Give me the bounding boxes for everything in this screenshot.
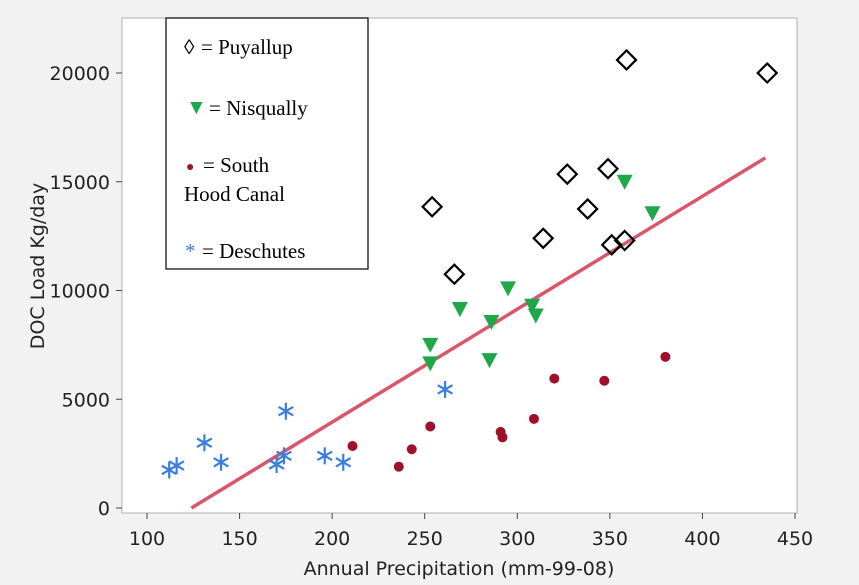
deschutes-point [168, 457, 185, 475]
nisqually-point [616, 174, 633, 190]
marker-layer [161, 48, 779, 479]
deschutes-point [213, 453, 229, 471]
legend-deschutes-symbol: * [185, 239, 196, 263]
puyallup-point [615, 48, 638, 72]
nisqually-point [481, 353, 498, 369]
legend-nisqually-symbol: ▼ [186, 95, 207, 119]
south-hood-canal-point [497, 432, 508, 443]
puyallup-point [532, 227, 555, 250]
nisqually-point [527, 308, 544, 324]
x-tick-label: 200 [314, 528, 350, 550]
puyallup-point [576, 197, 599, 220]
legend-south-hood-canal-symbol: ● [186, 160, 194, 175]
deschutes-point [335, 453, 352, 471]
deschutes-point [277, 402, 294, 420]
puyallup-point [613, 229, 636, 252]
south-hood-canal-point [549, 373, 560, 384]
puyallup-point [756, 61, 779, 85]
x-tick-label: 250 [407, 528, 443, 550]
y-tick-label: 15000 [50, 172, 110, 194]
legend-deschutes-label: = Deschutes [202, 239, 305, 263]
x-tick-label: 100 [129, 528, 165, 550]
legend-nisqually-label: = Nisqually [209, 96, 308, 120]
nisqually-point [483, 315, 500, 331]
fit-line-layer [190, 156, 767, 510]
south-hood-canal-point [528, 413, 539, 424]
puyallup-point [556, 163, 579, 186]
deschutes-point [196, 434, 213, 452]
puyallup-point [421, 195, 444, 218]
axis-layer: 100 150 200 250 300 350 400 450 0 5000 10000 15000 2… [50, 63, 814, 550]
y-tick-label: 20000 [50, 63, 110, 85]
y-tick-label: 10000 [50, 281, 110, 303]
south-hood-canal-point [425, 421, 436, 432]
puyallup-point [443, 263, 466, 286]
nisqually-point [644, 206, 661, 222]
legend-south-hood-canal-label-line2: Hood Canal [184, 182, 285, 206]
nisqually-point [451, 301, 468, 317]
south-hood-canal-point [599, 375, 610, 386]
y-tick-label: 0 [98, 498, 110, 520]
y-axis-label: DOC Load Kg/day [27, 183, 49, 349]
y-tick-label: 5000 [62, 389, 110, 411]
x-tick-label: 150 [221, 528, 257, 550]
x-tick-label: 450 [777, 528, 813, 550]
x-tick-label: 300 [499, 528, 535, 550]
legend-box [165, 17, 369, 270]
legend-puyallup-symbol: ◊ [184, 35, 195, 59]
puyallup-point [596, 157, 620, 180]
regression-line [190, 156, 767, 510]
south-hood-canal-point [393, 461, 404, 472]
legend-puyallup-label: = Puyallup [201, 35, 293, 59]
south-hood-canal-point [406, 444, 417, 455]
x-axis-label: Annual Precipitation (mm-99-08) [304, 558, 615, 580]
deschutes-point [437, 380, 453, 398]
south-hood-canal-point [660, 351, 671, 362]
puyallup-point [600, 233, 623, 256]
deschutes-point [276, 447, 292, 465]
deschutes-point [316, 447, 333, 465]
south-hood-canal-point [347, 441, 358, 452]
legend-south-hood-canal-label-line1: = South [203, 153, 270, 177]
x-tick-label: 350 [592, 528, 628, 550]
legend: ◊ = Puyallup ▼ = Nisqually ● = South Hoo… [165, 17, 369, 270]
x-tick-label: 400 [684, 528, 720, 550]
nisqually-point [422, 337, 439, 353]
nisqually-point [422, 356, 439, 372]
nisqually-point [524, 298, 541, 314]
nisqually-point [500, 281, 517, 297]
